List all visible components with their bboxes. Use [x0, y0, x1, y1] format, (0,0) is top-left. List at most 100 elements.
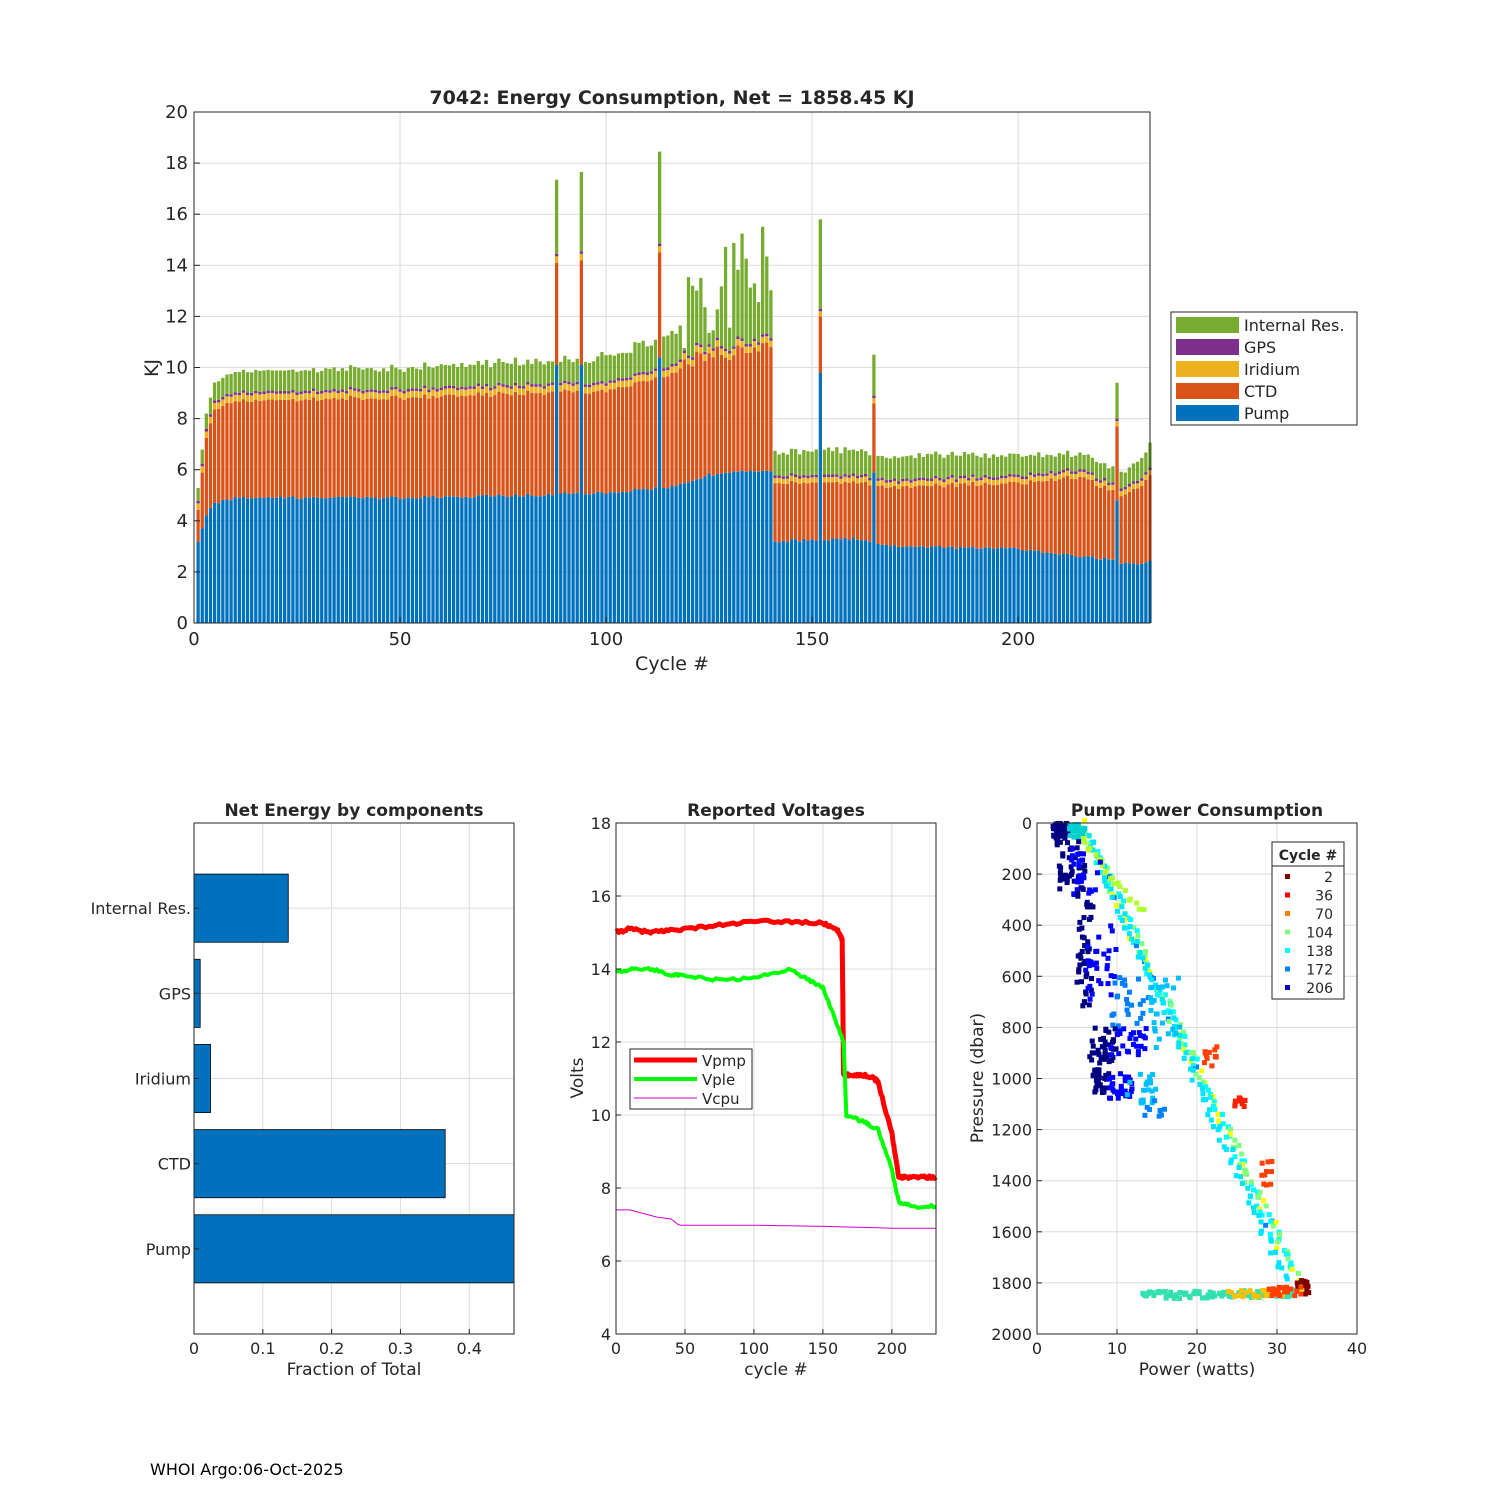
main-bar-iridium [843, 476, 847, 482]
main-bar-internal [831, 451, 835, 475]
scat-point [1209, 1294, 1215, 1300]
main-bar-gps [414, 388, 419, 391]
scat-point [1062, 835, 1068, 841]
main-bar-internal [690, 285, 695, 358]
main-bar-gps [839, 476, 843, 479]
main-bar-pump [291, 496, 295, 623]
main-bar-ctd [493, 395, 497, 497]
main-bar-cycle [212, 382, 217, 623]
main-bar-internal [670, 330, 674, 364]
main-bar-pump [806, 540, 810, 623]
main-bar-gps [979, 477, 983, 481]
main-bar-pump [332, 497, 336, 623]
main-bar-ctd [1115, 426, 1119, 501]
main-bar-gps [1119, 488, 1123, 492]
main-bar-gps [728, 350, 732, 354]
main-bar-iridium [703, 354, 707, 361]
main-bar-gps [649, 371, 654, 374]
main-bar-iridium [320, 393, 324, 400]
main-bar-cycle [633, 342, 637, 623]
scat-point [1150, 1290, 1156, 1296]
scat-point [1076, 969, 1082, 975]
scat-point [1151, 1293, 1157, 1299]
scat-point [1066, 873, 1072, 879]
main-bar-cycle [950, 451, 954, 623]
main-bar-ctd [418, 397, 423, 499]
main-bar-cycle [538, 361, 542, 623]
main-xlabel: Cycle # [635, 653, 709, 675]
main-bar-pump [872, 472, 876, 623]
main-bar-internal [851, 449, 855, 474]
main-bar-ctd [736, 345, 740, 472]
main-bar-cycle [1024, 455, 1029, 623]
main-bar-internal [225, 374, 229, 394]
main-bar-internal [406, 367, 410, 389]
main-bar-ctd [274, 400, 279, 498]
scat-point [1250, 1205, 1256, 1211]
main-bar-iridium [868, 480, 872, 486]
main-bar-gps [1078, 469, 1082, 472]
main-bar-internal [633, 342, 637, 374]
main-bar-cycle [1049, 455, 1053, 623]
main-bar-ctd [295, 401, 299, 499]
main-bar-iridium [369, 391, 373, 399]
main-bar-cycle [637, 342, 641, 623]
scat-point [1072, 822, 1078, 828]
main-bar-iridium [460, 389, 464, 396]
main-bar-iridium [662, 370, 666, 378]
main-bar-ctd [229, 403, 233, 501]
main-bar-iridium [398, 391, 402, 399]
scat-point [1149, 977, 1155, 983]
main-bar-ctd [377, 399, 382, 500]
scat-point [1156, 1113, 1162, 1119]
scat-point [1268, 1181, 1274, 1187]
main-legend-label: Iridium [1244, 360, 1300, 379]
scat-point [1145, 1087, 1151, 1093]
main-bar-pump [390, 496, 394, 623]
main-bar-iridium [695, 345, 699, 352]
scat-point [1273, 1290, 1279, 1296]
main-bar-pump [443, 496, 448, 623]
scat-point [1306, 1290, 1312, 1296]
main-bar-ctd [596, 391, 600, 492]
main-bar-internal [789, 448, 794, 474]
main-bar-pump [476, 495, 480, 623]
main-bar-cycle [769, 290, 773, 623]
volt-ytick-label: 8 [601, 1179, 611, 1198]
main-bar-gps [299, 391, 303, 395]
main-bar-pump [571, 493, 575, 623]
scat-point [1124, 925, 1130, 931]
main-bar-iridium [653, 370, 658, 378]
main-bar-iridium [484, 386, 489, 393]
main-bar-iridium [649, 373, 654, 381]
scat-point [1263, 1293, 1269, 1299]
main-bar-ctd [967, 485, 971, 548]
main-bar-iridium [822, 477, 827, 483]
main-bar-gps [818, 308, 822, 312]
main-bar-cycle [328, 368, 332, 623]
scat-point [1080, 872, 1086, 878]
main-bar-internal [1053, 456, 1057, 474]
main-bar-iridium [480, 388, 485, 396]
scat-point [1085, 939, 1091, 945]
main-bar-gps [983, 474, 987, 478]
main-bar-iridium [781, 478, 785, 484]
main-bar-pump [765, 470, 769, 623]
main-bar-ctd [1119, 496, 1123, 564]
main-bar-gps [975, 478, 979, 481]
scat-point [1164, 983, 1170, 989]
main-bar-ctd [311, 397, 316, 497]
main-bar-pump [1094, 558, 1099, 623]
main-bar-pump [460, 497, 464, 623]
main-bar-gps [995, 477, 1000, 480]
main-bar-internal [843, 447, 847, 475]
main-bar-internal [1020, 456, 1024, 477]
main-bar-ctd [938, 485, 942, 547]
scat-point [1259, 1212, 1265, 1218]
scat-point [1232, 1293, 1238, 1299]
scat-point [1124, 1092, 1130, 1098]
main-bar-internal [554, 179, 559, 254]
main-bar-internal [872, 354, 876, 396]
main-bar-cycle [283, 370, 287, 623]
